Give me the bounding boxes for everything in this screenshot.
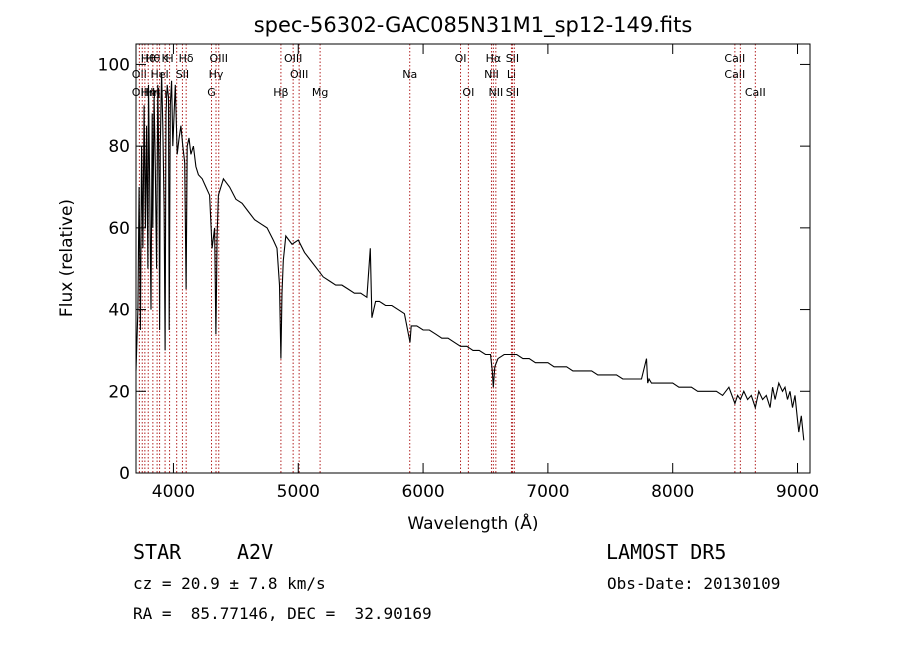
line-marker-label: Hθ [145, 52, 160, 65]
x-tick-label: 4000 [152, 482, 195, 502]
line-marker-label: Hα [486, 52, 502, 65]
y-tick-label: 20 [108, 382, 130, 402]
y-tick-label: 0 [119, 464, 130, 484]
spectrum-line [135, 72, 805, 441]
x-tick-label: 5000 [277, 482, 320, 502]
line-marker-label: OI [455, 52, 467, 65]
line-marker-label: Hδ [179, 52, 194, 65]
y-tick-label: 80 [108, 137, 130, 157]
observation-date: Obs-Date: 20130109 [607, 574, 781, 593]
line-marker-label: OI [462, 86, 474, 99]
line-marker-label: Mg [312, 86, 328, 99]
x-tick-label: 9000 [776, 482, 819, 502]
coordinates: RA = 85.77146, DEC = 32.90169 [133, 604, 432, 623]
line-marker-label: SII [506, 86, 519, 99]
line-marker-label: CaII [724, 52, 745, 65]
line-marker-label: K [161, 52, 169, 65]
axes: 4000 5000 6000 7000 8000 9000 0 20 40 60 80 100 [98, 43, 819, 502]
line-marker-label: Hγ [209, 68, 224, 81]
line-marker-label: Li [507, 68, 516, 81]
chart-title: spec-56302-GAC085N31M1_sp12-149.fits [254, 13, 693, 38]
x-tick-label: 7000 [526, 482, 569, 502]
survey-name: LAMOST DR5 [606, 540, 727, 564]
line-marker-label: Hη [152, 86, 167, 99]
plot-frame [135, 43, 811, 474]
redshift-velocity: cz = 20.9 ± 7.8 km/s [133, 574, 326, 593]
line-marker-label: H [165, 52, 173, 65]
y-axis-label: Flux (relative) [57, 199, 77, 317]
x-axis-label: Wavelength (Å) [407, 512, 538, 534]
x-tick-label: 6000 [401, 482, 444, 502]
y-tick-label: 60 [108, 219, 130, 239]
line-marker-label: OIII [284, 52, 302, 65]
line-markers: OIIOIIHθHηHθHηHeIHηKHSIIHδGHγOIIIHβOIIIO… [132, 44, 766, 473]
line-marker-label: SII [506, 52, 519, 65]
line-marker-label: Hθ [141, 52, 156, 65]
line-marker-label: G [207, 86, 216, 99]
line-marker-label: Hβ [273, 86, 288, 99]
y-tick-label: 100 [98, 55, 130, 75]
line-marker-label: HeI [150, 68, 168, 81]
line-marker-label: SII [176, 68, 189, 81]
line-marker-label: CaII [724, 68, 745, 81]
line-marker-label: Na [402, 68, 417, 81]
x-tick-label: 8000 [651, 482, 694, 502]
spectrum-series [135, 72, 805, 441]
line-marker-label: NII [488, 86, 503, 99]
object-subclass: A2V [237, 540, 274, 564]
line-marker-label: OIII [290, 68, 308, 81]
line-marker-label: NII [484, 68, 499, 81]
object-class: STAR [133, 540, 182, 564]
line-marker-label: CaII [745, 86, 766, 99]
y-tick-label: 40 [108, 301, 130, 321]
line-marker-label: OIII [210, 52, 228, 65]
